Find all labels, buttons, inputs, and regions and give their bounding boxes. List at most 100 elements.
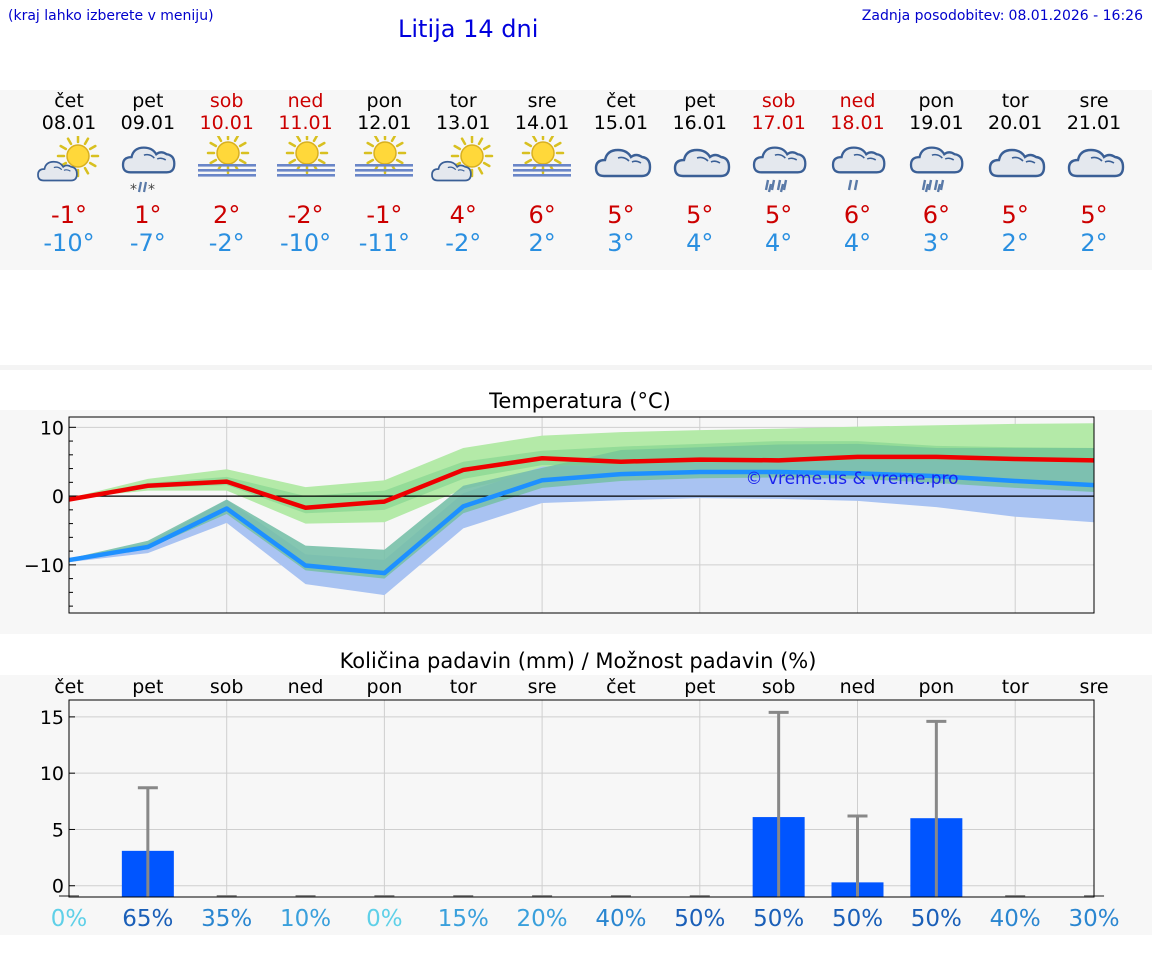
- day-date: 18.01: [830, 112, 885, 134]
- max-temp: -1°: [366, 201, 403, 229]
- last-updated-label: Zadnja posodobitev:: [861, 8, 1005, 24]
- category-label: sob: [762, 676, 796, 698]
- forecast-strip: [0, 90, 1152, 270]
- day-column: sre 14.01 6° 2°: [502, 90, 582, 257]
- day-name: sob: [761, 90, 796, 112]
- min-temp: 2°: [1080, 229, 1108, 257]
- temperature-chart: Temperatura (°C) −10 0 10 © vreme.us & vreme…: [24, 389, 1095, 614]
- precipitation-frame: [68, 699, 1095, 898]
- day-name: sob: [209, 90, 244, 112]
- precip-probability: 50%: [911, 906, 962, 932]
- day-date: 15.01: [593, 112, 649, 134]
- min-temp: 3°: [607, 229, 635, 257]
- cloud-icon: [581, 134, 661, 198]
- day-name: sre: [1079, 90, 1109, 112]
- max-temp: 5°: [1080, 201, 1108, 229]
- max-temp: 6°: [843, 201, 872, 229]
- day-name: pon: [918, 90, 955, 112]
- cloud-light-rain-icon: [818, 134, 898, 198]
- page-title: Litija 14 dni: [398, 15, 539, 43]
- min-temp: 4°: [843, 229, 872, 257]
- sun-fog-icon: [502, 134, 582, 198]
- min-temp: 4°: [686, 229, 714, 257]
- precip-probability: 50%: [832, 906, 883, 932]
- y-tick-label: 15: [40, 707, 64, 729]
- divider: [0, 365, 1152, 370]
- overlap-band: [69, 443, 1095, 579]
- sun-fog-icon: [187, 134, 267, 198]
- day-column: sre 21.01 5° 2°: [1054, 90, 1134, 257]
- precip-probability: 20%: [517, 906, 568, 932]
- category-label: tor: [1002, 676, 1029, 698]
- sun-cloud-icon: [29, 134, 109, 198]
- day-date: 09.01: [120, 112, 176, 134]
- day-column: čet 15.01 5° 3°: [581, 90, 661, 257]
- last-updated-value: 08.01.2026 - 16:26: [1008, 8, 1143, 24]
- precip-probability: 50%: [674, 906, 725, 932]
- y-tick-label: 10: [40, 417, 64, 439]
- precip-probability: 10%: [280, 906, 331, 932]
- min-temp: 3°: [922, 229, 950, 257]
- day-column: tor 13.01 4° -2°: [423, 90, 503, 257]
- category-label: sre: [1080, 676, 1109, 698]
- category-label: ned: [288, 676, 324, 698]
- category-label: sre: [528, 676, 557, 698]
- day-date: 19.01: [909, 112, 964, 134]
- day-date: 08.01: [41, 112, 97, 134]
- day-name: ned: [839, 90, 876, 112]
- min-temp-line: [68, 469, 1095, 576]
- precip-probability: 35%: [201, 906, 252, 932]
- location-hint: (kraj lahko izberete v meniju): [8, 8, 214, 24]
- day-name: čet: [606, 90, 636, 112]
- sun-fog-icon: [344, 134, 424, 198]
- day-name: pet: [684, 90, 716, 112]
- day-column: pon 12.01 -1° -11°: [344, 90, 424, 257]
- category-label: sob: [210, 676, 244, 698]
- cloud-icon: [975, 134, 1055, 198]
- min-temp: -2°: [445, 229, 482, 257]
- y-tick-label: 0: [52, 486, 64, 508]
- max-temp-line: [68, 454, 1095, 511]
- sun-fog-icon: [266, 134, 346, 198]
- category-label: tor: [450, 676, 477, 698]
- max-temp: 5°: [1001, 201, 1029, 229]
- min-temp: 2°: [1001, 229, 1029, 257]
- category-label: pon: [367, 676, 403, 698]
- cloud-icon: [1054, 134, 1134, 198]
- day-column: sob 10.01 2° -2°: [187, 90, 267, 257]
- min-temp: -11°: [358, 229, 410, 257]
- min-temp: 2°: [528, 229, 556, 257]
- day-name: sre: [527, 90, 557, 112]
- day-date: 20.01: [987, 112, 1043, 134]
- cloud-snow-icon: * *: [108, 134, 188, 198]
- precip-probability: 30%: [1068, 906, 1119, 932]
- category-label: pet: [132, 676, 163, 698]
- y-tick-label: 0: [52, 876, 64, 898]
- day-date: 10.01: [199, 112, 254, 134]
- day-name: čet: [54, 90, 84, 112]
- min-temp: 4°: [765, 229, 793, 257]
- day-date: 16.01: [672, 112, 727, 134]
- day-name: tor: [449, 90, 477, 112]
- temperature-frame: [68, 416, 1095, 614]
- day-column: sob 17.01 5° 4°: [739, 90, 819, 257]
- day-column: pet 09.01 * * 1° -7°: [108, 90, 188, 257]
- max-temp: -1°: [51, 201, 87, 229]
- y-tick-label: 10: [40, 763, 64, 785]
- max-temp: -2°: [287, 201, 324, 229]
- max-temp: 6°: [528, 201, 556, 229]
- day-date: 21.01: [1066, 112, 1122, 134]
- day-date: 13.01: [436, 112, 491, 134]
- precip-probability: 40%: [595, 906, 646, 932]
- day-name: ned: [287, 90, 324, 112]
- watermark: © vreme.us & vreme.pro: [745, 469, 958, 489]
- min-temp: -7°: [129, 229, 166, 257]
- precip-probability: 65%: [122, 906, 173, 932]
- y-tick-label: 5: [52, 819, 64, 841]
- max-temp: 6°: [922, 201, 950, 229]
- category-label: pon: [918, 676, 954, 698]
- day-column: pon 19.01 6° 3°: [896, 90, 976, 257]
- precipitation-title: Količina padavin (mm) / Možnost padavin …: [340, 649, 817, 673]
- precip-probability: 15%: [438, 906, 489, 932]
